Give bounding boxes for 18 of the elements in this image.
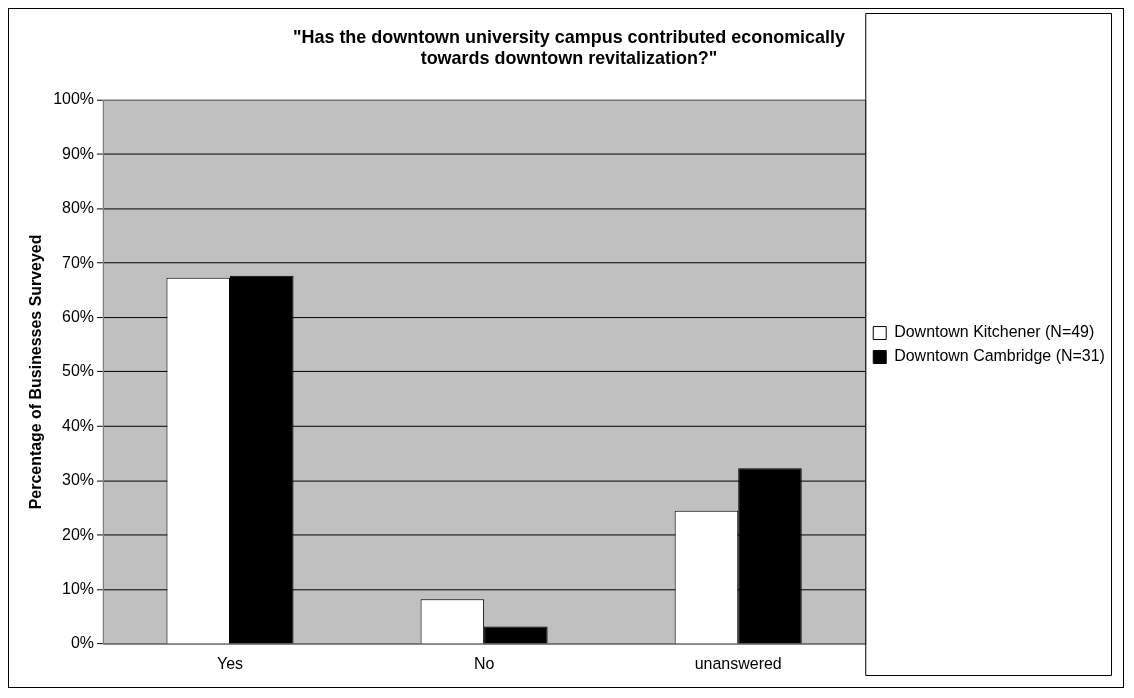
legend-label: Downtown Kitchener (N=49) [894, 323, 1095, 341]
x-tick-label: Yes [216, 654, 244, 672]
y-tick-label: 70% [62, 253, 94, 271]
y-tick-label: 10% [62, 579, 94, 597]
legend-label: Downtown Cambridge (N=31) [894, 347, 1105, 365]
y-tick-label: 0% [70, 634, 94, 652]
y-tick-label: 90% [62, 144, 94, 162]
x-tick-label: unanswered [694, 654, 782, 672]
x-tick-label: No [473, 654, 495, 672]
y-tick-label: 80% [62, 199, 94, 217]
y-tick-label: 50% [62, 362, 94, 380]
y-tick-label: 20% [62, 525, 94, 543]
y-tick-label: 30% [62, 471, 94, 489]
y-tick-label: 100% [53, 90, 94, 108]
y-tick-label: 40% [62, 416, 94, 434]
chart-title: "Has the downtown university campus contributed economically towards downtown revitalization?" [292, 26, 846, 69]
y-tick-label: 60% [62, 307, 94, 325]
y-axis-title: Percentage of Businesses Surveyed [26, 234, 44, 510]
